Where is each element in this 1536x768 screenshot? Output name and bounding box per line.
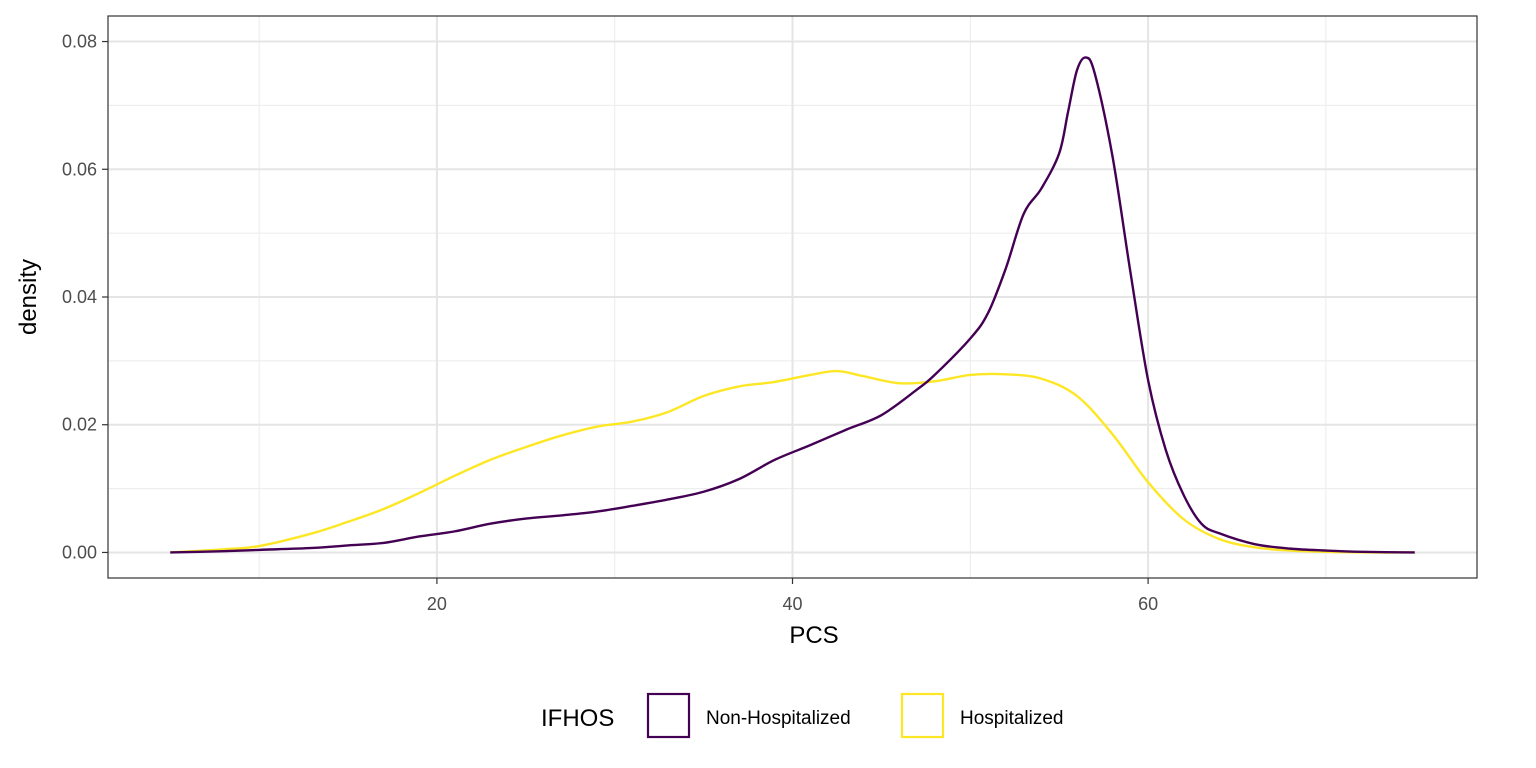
non-hospitalized-density-line — [170, 56, 1415, 554]
legend-label-non-hospitalized: Non-Hospitalized — [706, 708, 851, 729]
y-axis-title: density — [15, 259, 42, 335]
legend-key-hospitalized — [900, 692, 945, 739]
y-axis-ticks: 0.00 0.02 0.04 0.06 0.08 — [62, 32, 108, 562]
legend-label-hospitalized: Hospitalized — [960, 708, 1064, 729]
x-axis-title: PCS — [789, 622, 838, 649]
y-tick-label: 0.06 — [62, 159, 97, 179]
y-tick-label: 0.00 — [62, 542, 97, 562]
y-tick-label: 0.04 — [62, 287, 97, 307]
y-tick-label: 0.08 — [62, 32, 97, 52]
x-tick-label: 40 — [782, 594, 802, 614]
x-axis-ticks: 20 40 60 — [427, 578, 1158, 614]
y-tick-label: 0.02 — [62, 415, 97, 435]
legend-key-non-hospitalized — [646, 692, 691, 739]
density-lines — [170, 56, 1415, 554]
x-tick-label: 20 — [427, 594, 447, 614]
hospitalized-density-line — [170, 369, 1415, 554]
legend: IFHOS Non-Hospitalized Hospitalized — [541, 692, 1064, 739]
x-tick-label: 60 — [1138, 594, 1158, 614]
legend-title: IFHOS — [541, 705, 614, 732]
